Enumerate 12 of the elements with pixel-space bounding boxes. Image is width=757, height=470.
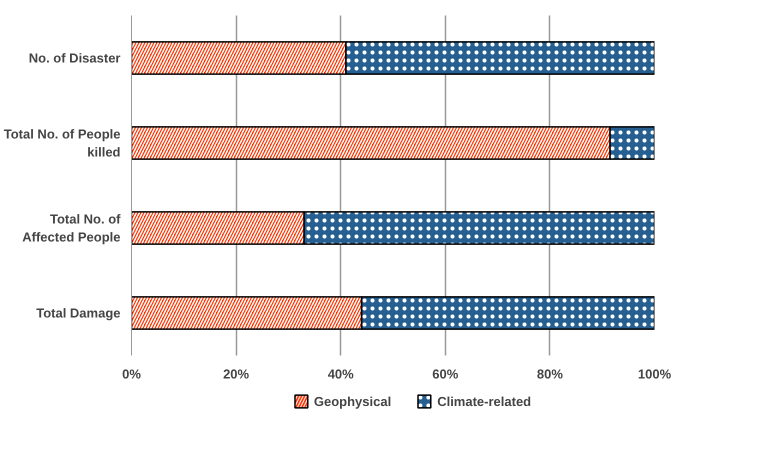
x-tick-label: 0% (122, 366, 142, 382)
y-tick-label: Total No. of Affected People (22, 212, 122, 244)
y-tick-label: Total Damage (36, 306, 121, 320)
x-tick-label: 80% (536, 366, 564, 382)
x-tick-label: 40% (328, 366, 354, 382)
y-tick-label: Total No. of People killed (4, 126, 121, 160)
y-tick-label: No. of Disaster (28, 50, 121, 66)
x-tick-label: 20% (223, 366, 250, 382)
x-tick-label: 60% (432, 366, 459, 382)
legend-label: Climate-related (437, 394, 532, 408)
x-tick-label: 100% (638, 366, 672, 382)
legend-label: Geophysical (314, 394, 392, 408)
